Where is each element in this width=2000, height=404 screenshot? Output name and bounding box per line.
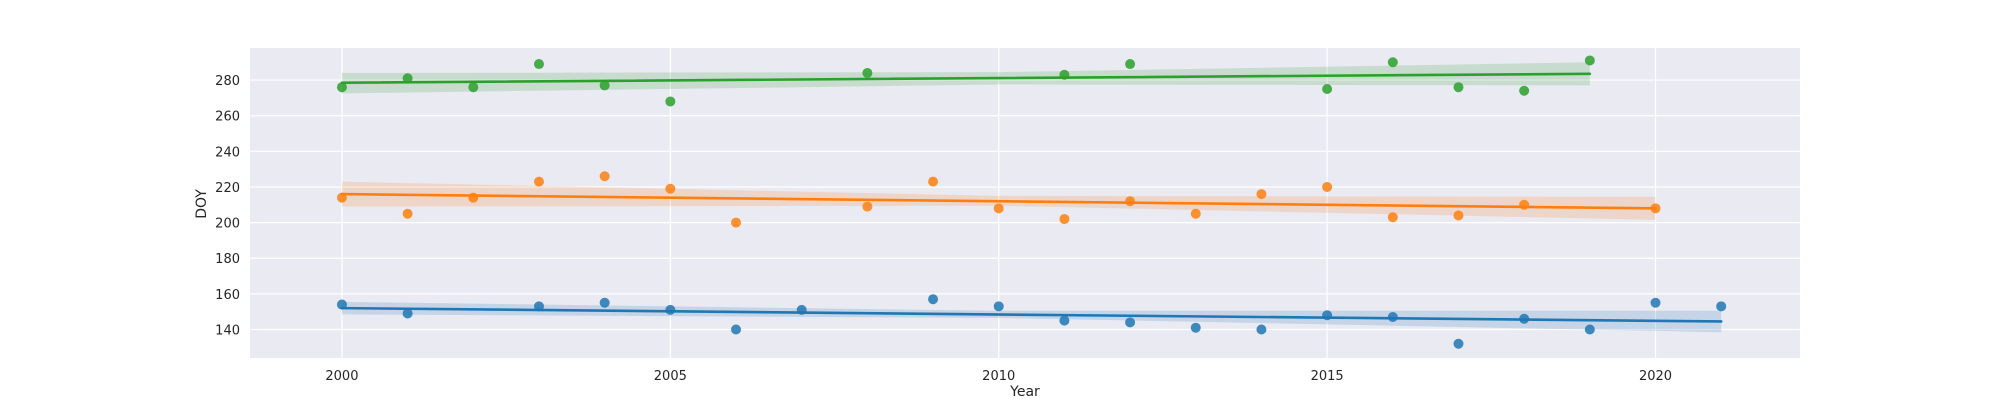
data-point-0 <box>796 304 807 315</box>
data-point-0 <box>402 308 413 319</box>
y-axis-label: DOY <box>194 189 210 219</box>
x-tick-label: 2010 <box>982 369 1015 384</box>
trend-line-2 <box>340 72 1592 85</box>
data-point-0 <box>336 299 347 310</box>
trend-lines <box>340 72 1723 323</box>
data-point-0 <box>533 301 544 312</box>
x-tick-label: 2020 <box>1639 369 1672 384</box>
data-point-1 <box>1519 199 1530 210</box>
data-point-0 <box>928 294 939 305</box>
data-point-0 <box>1387 312 1398 323</box>
data-point-1 <box>1256 189 1267 200</box>
x-tick-label: 2000 <box>325 369 358 384</box>
data-point-1 <box>862 201 873 212</box>
data-point-0 <box>993 301 1004 312</box>
data-point-0 <box>1256 324 1267 335</box>
data-point-1 <box>1190 208 1201 219</box>
x-tick-label: 2015 <box>1311 369 1344 384</box>
data-point-2 <box>1059 69 1070 80</box>
y-tick-label: 200 <box>215 217 240 232</box>
data-point-1 <box>993 203 1004 214</box>
data-point-1 <box>1125 196 1136 207</box>
data-point-1 <box>336 192 347 203</box>
data-point-1 <box>468 192 479 203</box>
data-point-2 <box>468 82 479 93</box>
data-point-1 <box>1453 210 1464 221</box>
y-tick-label: 280 <box>215 74 240 89</box>
data-point-0 <box>599 297 610 308</box>
data-point-1 <box>665 183 676 194</box>
data-point-2 <box>1125 59 1136 70</box>
data-points <box>336 55 1727 349</box>
data-point-1 <box>1650 203 1661 214</box>
data-point-1 <box>402 208 413 219</box>
trend-line-0 <box>340 306 1723 323</box>
confidence-band-0 <box>341 301 1722 333</box>
data-point-2 <box>1584 55 1595 66</box>
data-point-2 <box>665 96 676 107</box>
data-point-2 <box>533 59 544 70</box>
data-point-2 <box>1519 85 1530 96</box>
data-point-1 <box>1059 214 1070 225</box>
data-point-1 <box>599 171 610 182</box>
data-point-0 <box>1190 322 1201 333</box>
data-point-0 <box>1584 324 1595 335</box>
data-point-2 <box>599 80 610 91</box>
data-point-2 <box>1322 83 1333 94</box>
y-tick-label: 160 <box>215 288 240 303</box>
data-point-1 <box>1387 212 1398 223</box>
plot-background <box>250 48 1800 358</box>
y-tick-label: 180 <box>215 252 240 267</box>
trend-line-1 <box>340 192 1657 210</box>
data-point-1 <box>928 176 939 187</box>
data-point-0 <box>1059 315 1070 326</box>
y-tick-label: 260 <box>215 110 240 125</box>
data-point-0 <box>731 324 742 335</box>
x-tick-label: 2005 <box>654 369 687 384</box>
data-point-1 <box>533 176 544 187</box>
data-point-0 <box>1716 301 1727 312</box>
data-point-0 <box>665 304 676 315</box>
data-point-0 <box>1519 313 1530 324</box>
data-point-2 <box>336 82 347 93</box>
data-point-2 <box>402 73 413 84</box>
data-point-2 <box>862 67 873 78</box>
data-point-1 <box>1322 181 1333 192</box>
x-tick-labels: 2000 2005 2010 2015 2020 <box>325 369 1672 384</box>
grid-lines <box>250 48 1800 358</box>
data-point-0 <box>1650 297 1661 308</box>
x-axis-label: Year <box>1009 384 1040 400</box>
data-point-2 <box>1453 82 1464 93</box>
data-point-0 <box>1453 338 1464 349</box>
y-tick-labels: 140 160 180 200 220 240 260 280 <box>215 74 240 338</box>
y-tick-label: 220 <box>215 181 240 196</box>
data-point-1 <box>731 217 742 228</box>
data-point-0 <box>1125 317 1136 328</box>
data-point-0 <box>1322 310 1333 321</box>
y-tick-label: 240 <box>215 145 240 160</box>
data-point-2 <box>1387 57 1398 68</box>
y-tick-label: 140 <box>215 323 240 338</box>
